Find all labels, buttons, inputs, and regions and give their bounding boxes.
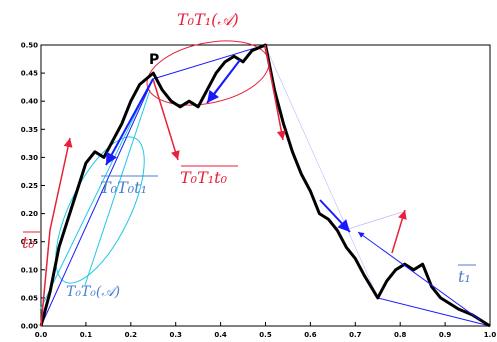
x-tick-label: 0.3 — [169, 331, 182, 339]
arrow-right-down — [264, 44, 286, 141]
x-tick-label: 0.5 — [259, 331, 272, 339]
y-tick-label: 0.00 — [21, 323, 38, 331]
x-tick-label: 0.9 — [439, 331, 452, 339]
blue-line-right — [377, 297, 491, 327]
label-T0T0t1: T₀T₀t₁ — [100, 178, 147, 197]
arrow-t0-lower — [40, 229, 51, 327]
label-t0: t₀ — [22, 233, 35, 252]
y-tick-label: 0.20 — [21, 210, 38, 218]
y-tick-label: 0.05 — [21, 294, 38, 302]
cyan-line-1 — [39, 77, 154, 311]
cyan-ellipse-small — [55, 136, 145, 284]
arrow-lower-red — [344, 211, 403, 231]
label-T0T1t0: T₀T₁t₀ — [180, 168, 228, 187]
arrow-blue-mid — [319, 199, 351, 233]
arrow-red-up — [391, 209, 407, 254]
x-tick-label: 0.1 — [80, 331, 93, 339]
blue-line-top — [152, 44, 266, 80]
x-axis-ticks: 0.0 0.1 0.2 0.3 0.4 0.5 0.6 0.7 0.8 0.9 1.0 — [35, 322, 497, 339]
label-bottom-left: T₀T₀(𝒜) — [66, 284, 120, 300]
y-tick-label: 0.40 — [21, 98, 38, 106]
arrow-T0T0t1 — [105, 78, 154, 166]
x-tick-label: 1.0 — [484, 331, 497, 339]
x-tick-label: 0.4 — [214, 331, 227, 339]
x-tick-label: 0.2 — [125, 331, 138, 339]
point-label-P: P — [149, 52, 159, 68]
arrow-t1 — [357, 231, 481, 321]
y-tick-label: 0.15 — [21, 238, 38, 246]
y-tick-label: 0.10 — [21, 266, 38, 274]
cyan-line-2 — [84, 89, 151, 286]
data-series-line — [39, 43, 491, 328]
y-tick-label: 0.35 — [21, 126, 38, 134]
x-tick-label: 0.7 — [349, 331, 362, 339]
y-axis-ticks: 0.00 0.05 0.10 0.15 0.20 0.25 0.30 0.35 0.40 0.45… — [21, 42, 45, 331]
blue-line-mid — [264, 44, 379, 299]
y-tick-label: 0.25 — [21, 182, 38, 190]
label-t1: t₁ — [458, 267, 471, 286]
blue-line-left — [40, 78, 154, 327]
y-tick-label: 0.45 — [21, 70, 38, 78]
y-tick-label: 0.30 — [21, 154, 38, 162]
x-tick-label: 0.0 — [35, 331, 48, 339]
label-top: T₀T₁(𝒜) — [177, 10, 239, 29]
x-tick-label: 0.8 — [394, 331, 407, 339]
arrow-blue-top-head — [206, 59, 241, 104]
arrow-T0T1t0 — [152, 78, 180, 161]
arrow-t0 — [49, 137, 73, 231]
x-tick-label: 0.6 — [304, 331, 317, 339]
y-tick-label: 0.50 — [21, 42, 38, 50]
